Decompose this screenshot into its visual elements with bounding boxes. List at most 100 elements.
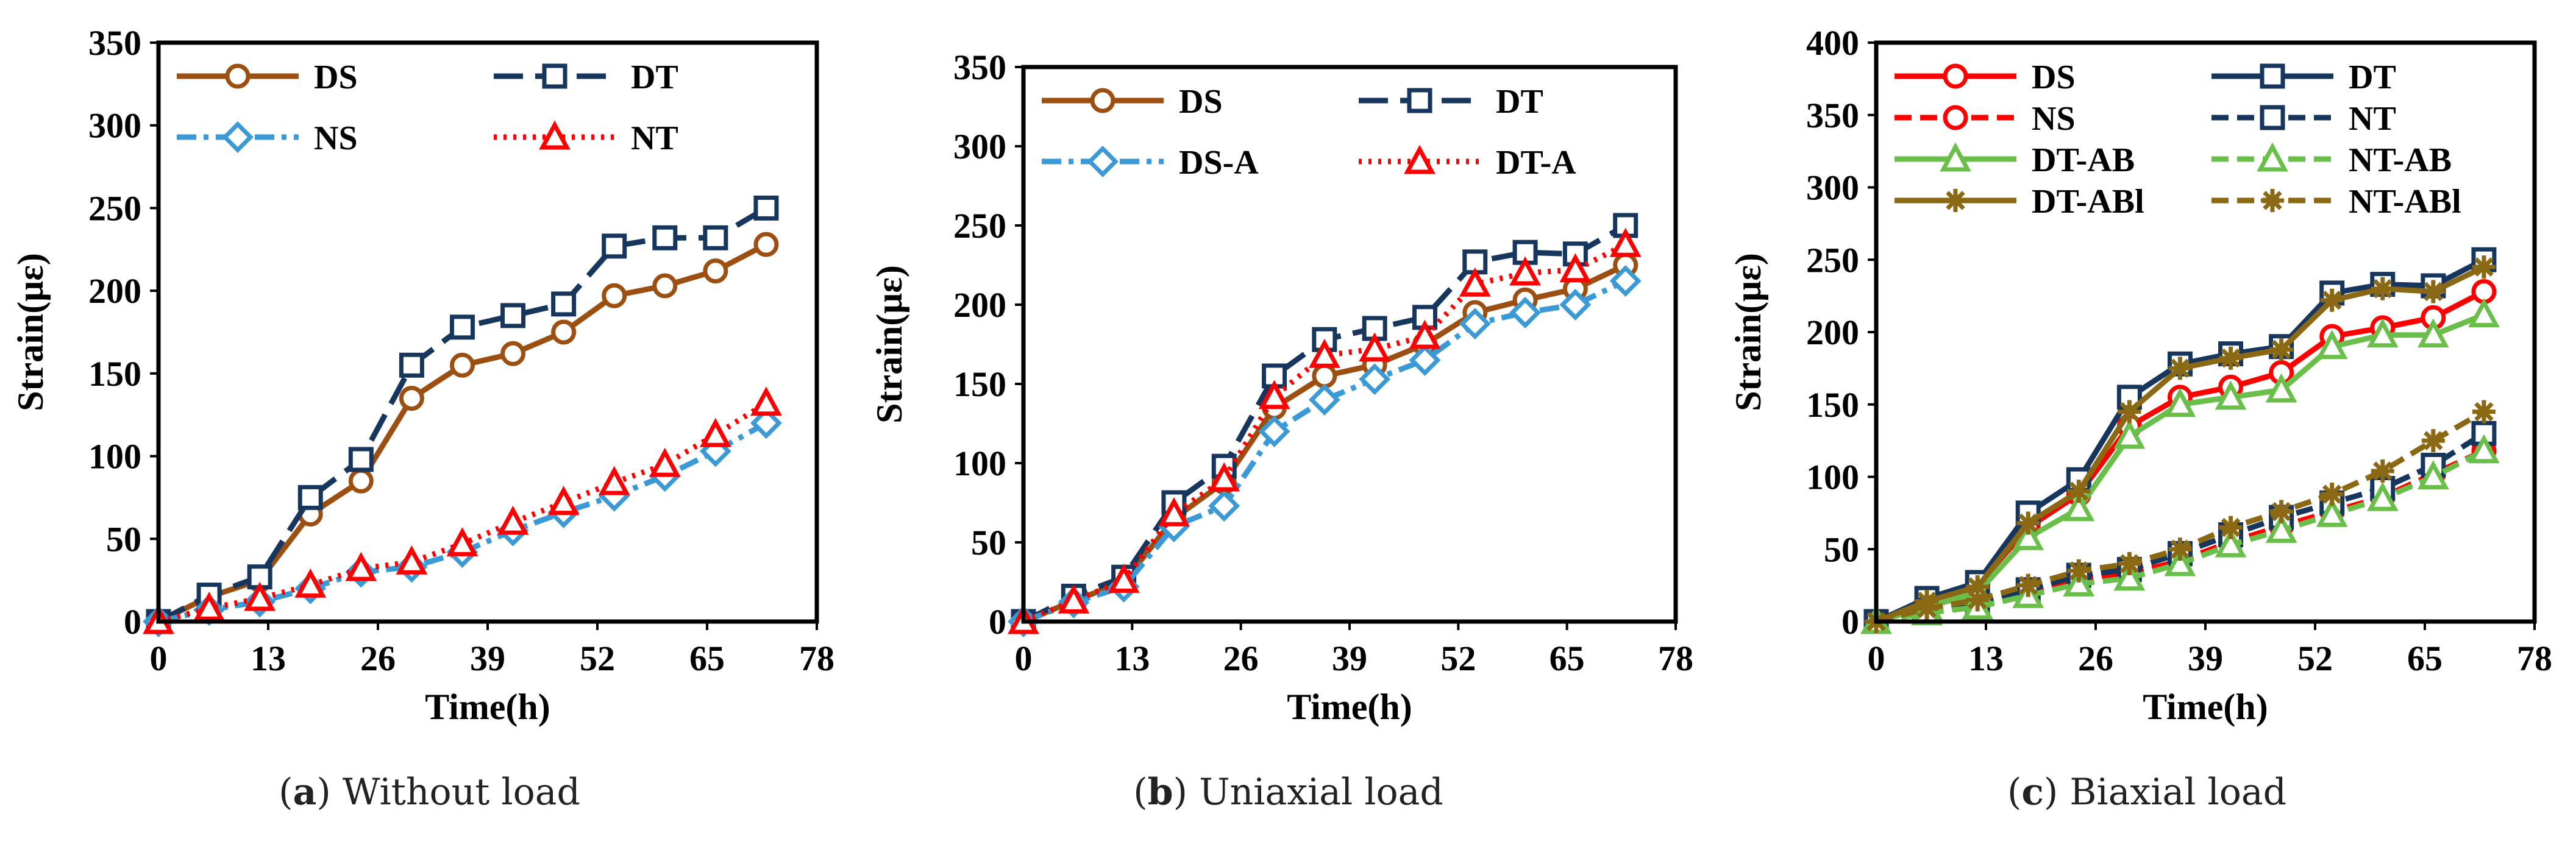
y-tick-label-200: 200: [1806, 313, 1859, 352]
legend-NT-label: NT: [631, 119, 678, 157]
legend-NS-label: NS: [314, 119, 358, 157]
y-tick-label-250: 250: [1806, 240, 1859, 280]
panel-a-without-load: 0 50 100 150 200 250 300 350 0 13 26 39 52 65 78 Time(h…: [0, 0, 859, 858]
x-tick-label-52: 52: [2297, 639, 2333, 678]
panel-c-biaxial-load: 0 50 100 150 200 250 300 350 400 0 13 26 39 52 65 78 Tim…: [1718, 0, 2576, 858]
series-DT-ABl-point-7: [2219, 346, 2243, 370]
legend-NT-marker: [539, 120, 571, 150]
y-tick-label-50: 50: [106, 519, 141, 559]
series-DS-A-point-6: [1308, 384, 1340, 416]
series-DT-AB-point-7: [2215, 380, 2247, 410]
series-DT-point-3: [297, 484, 323, 510]
x-tick-label-0: 0: [150, 639, 168, 678]
caption-b-open: (: [1133, 771, 1148, 814]
series-NT-ABl-point-9: [2320, 483, 2344, 506]
chart-without-load: 0 50 100 150 200 250 300 350 0 13 26 39 52 65 78 Time(h…: [10, 23, 834, 727]
legend-DT-label: DT: [1496, 83, 1543, 121]
y-tick-label-250: 250: [88, 188, 141, 228]
caption-c-close: ): [2043, 771, 2058, 814]
series-DT-ABl-point-2: [1966, 575, 1990, 598]
series-NT-ABl-point-5: [2118, 552, 2141, 575]
series-NT-ABl-point-3: [2016, 573, 2040, 597]
series-NT-ABl-point-4: [2067, 559, 2091, 583]
series-DS-point-9: [602, 283, 627, 308]
series-NT-ABl-point-11: [2421, 429, 2445, 453]
x-tick-label-26: 26: [1223, 639, 1259, 678]
series-DT-point-8: [551, 291, 577, 317]
x-tick-label-52: 52: [1440, 639, 1476, 678]
series-NT-ABl-point-6: [2168, 537, 2192, 561]
series-DS-A-point-4: [1208, 490, 1240, 522]
series-DT-A-point-10: [1509, 256, 1541, 286]
series-DS-point-12: [753, 232, 779, 257]
series-DT-A-point-3: [1158, 497, 1190, 526]
caption-b-text: Uniaxial load: [1187, 771, 1443, 814]
series-NT-ABl-point-7: [2219, 516, 2243, 539]
series-DT-A-point-4: [1208, 462, 1240, 492]
x-tick-label-13: 13: [1114, 639, 1150, 678]
series-NT-AB-point-9: [2316, 497, 2348, 527]
series-DT-A-point-11: [1559, 253, 1592, 283]
x-tick-label-26: 26: [2078, 639, 2113, 678]
y-tick-label-350: 350: [88, 23, 141, 63]
series-DT-ABl-point-6: [2168, 356, 2192, 380]
caption-b: (b) Uniaxial load: [859, 771, 1718, 814]
legend-DT-marker: [542, 63, 568, 89]
y-tick-label-0: 0: [124, 602, 141, 642]
series-NT-point-7: [497, 505, 529, 535]
legend-NT-label: NT: [2349, 100, 2396, 138]
y-tick-label-200: 200: [88, 271, 141, 311]
series-DT-point-7: [500, 303, 526, 328]
chart-biaxial-load: 0 50 100 150 200 250 300 350 400 0 13 26 39 52 65 78 Tim…: [1728, 23, 2552, 727]
series-NT-AB-point-6: [2164, 547, 2196, 576]
series-NT-ABl-point-10: [2371, 459, 2394, 483]
series-DT-ABl-point-9: [2320, 288, 2344, 312]
legend-DT-AB-marker: [1940, 142, 1971, 172]
x-axis-label: Time(h): [1287, 687, 1412, 727]
series-DT-point-12: [753, 195, 779, 221]
series-NT-ABl-point-2: [1966, 588, 1990, 612]
y-tick-label-300: 300: [88, 106, 141, 146]
series-NT-AB-point-11: [2417, 460, 2449, 489]
x-tick-label-78: 78: [2517, 639, 2552, 678]
x-tick-label-65: 65: [689, 639, 725, 678]
series-NT-point-8: [547, 486, 580, 516]
series-DT-AB-point-8: [2265, 373, 2297, 403]
series-DS-point-4: [348, 468, 374, 494]
legend-DT-A-marker: [1404, 144, 1436, 174]
y-tick-label-0: 0: [989, 602, 1006, 642]
series-DS-A-point-12: [1609, 265, 1642, 297]
series-DS-A-point-11: [1559, 289, 1592, 321]
y-tick-label-300: 300: [1806, 168, 1859, 208]
series-NT-point-12: [750, 386, 782, 416]
y-tick-label-150: 150: [88, 354, 141, 394]
series-DT-A-point-5: [1258, 380, 1290, 410]
series-DT-ABl-point-11: [2421, 280, 2445, 303]
y-tick-label-50: 50: [1824, 530, 1859, 569]
x-tick-label-65: 65: [1550, 639, 1585, 678]
series-NT-AB-point-10: [2366, 481, 2399, 511]
series-DT-A-point-7: [1359, 332, 1391, 362]
series-DS-point-10: [652, 273, 678, 299]
legend-NT-AB-marker: [2257, 142, 2288, 172]
caption-c: (c) Biaxial load: [1718, 771, 2576, 814]
caption-a: (a) Without load: [0, 771, 859, 814]
y-axis-label: Strain(με): [869, 265, 909, 424]
series-DS-A-point-10: [1509, 297, 1542, 328]
series-DT-ABl-point-5: [2118, 400, 2141, 424]
legend-DS-label: DS: [314, 58, 358, 96]
x-tick-label-13: 13: [1968, 639, 2004, 678]
caption-b-letter: b: [1147, 771, 1173, 814]
legend-DT-AB-label: DT-AB: [2032, 141, 2135, 179]
y-tick-label-300: 300: [953, 127, 1006, 166]
series-DT-A-point-1: [1058, 584, 1090, 614]
legend-DS-marker: [1090, 88, 1115, 113]
x-tick-label-0: 0: [1015, 639, 1033, 678]
series-DT-AB-point-12: [2468, 298, 2500, 327]
series-DT-point-9: [602, 233, 627, 259]
legend-DT-marker: [1407, 88, 1432, 113]
caption-a-text: Without load: [330, 771, 580, 814]
series-NS-point-12: [750, 407, 782, 439]
legend-DT-label: DT: [631, 58, 678, 96]
series-DS-point-5: [399, 386, 424, 411]
